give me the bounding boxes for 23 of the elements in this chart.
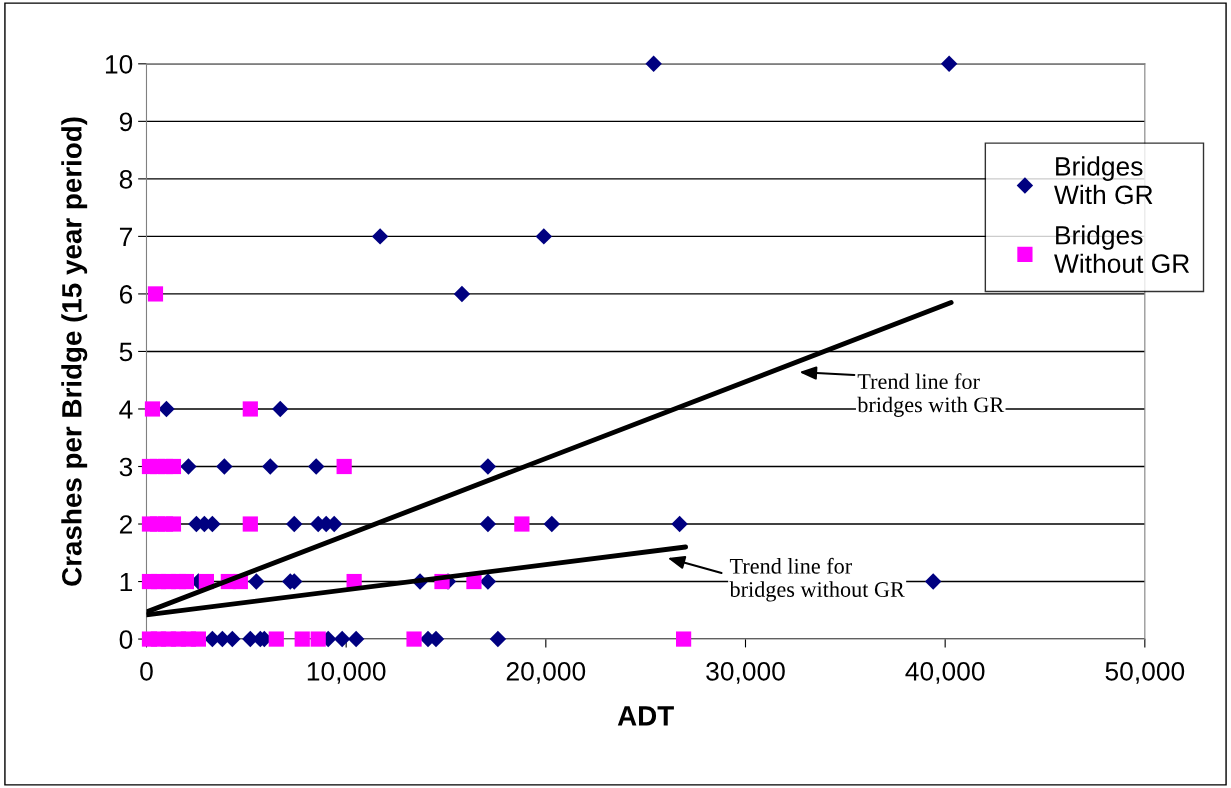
y-tick-label: 4 xyxy=(119,400,133,419)
y-tick-label: 8 xyxy=(119,170,133,189)
x-tick-label: 40,000 xyxy=(905,661,985,684)
y-tick-label: 6 xyxy=(119,285,133,304)
x-axis-title: ADT xyxy=(617,706,674,726)
y-axis-title: Crashes per Bridge (15 year period) xyxy=(61,117,88,586)
x-tick-label: 50,000 xyxy=(1105,661,1185,684)
y-tick-label: 3 xyxy=(119,457,133,477)
legend-label: Bridges Without GR xyxy=(1054,225,1190,274)
y-tick-label: 7 xyxy=(119,227,132,246)
annotation: Trend line for bridges without GR xyxy=(729,557,905,602)
y-tick-label: 0 xyxy=(119,630,133,649)
annotation: Trend line for bridges with GR xyxy=(857,373,1005,417)
legend-label: Bridges With GR xyxy=(1054,156,1153,205)
x-tick-label: 10,000 xyxy=(307,661,386,684)
x-tick-label: 20,000 xyxy=(506,661,586,684)
y-tick-label: 5 xyxy=(119,342,133,362)
y-tick-label: 9 xyxy=(119,112,133,132)
y-tick-label: 1 xyxy=(120,572,133,592)
x-tick-label: 30,000 xyxy=(706,661,785,684)
x-tick-label: 0 xyxy=(140,661,153,681)
y-tick-label: 10 xyxy=(105,54,133,74)
y-tick-label: 2 xyxy=(119,515,132,534)
